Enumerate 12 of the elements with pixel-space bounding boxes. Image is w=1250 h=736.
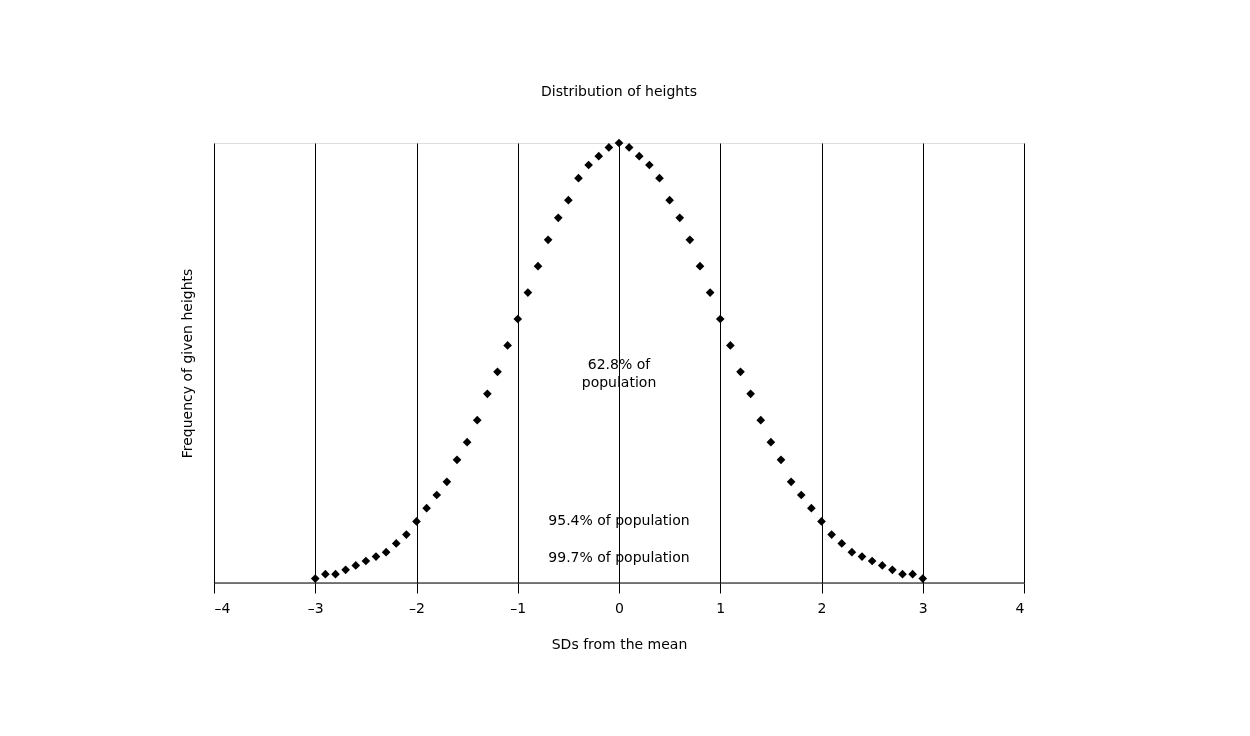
x-tick-label: –1 bbox=[510, 599, 527, 616]
y-axis-title: Frequency of given heights bbox=[178, 268, 195, 459]
x-tick-label: 4 bbox=[1015, 599, 1025, 616]
x-tick-label: 1 bbox=[716, 599, 726, 616]
x-tick-label: 2 bbox=[817, 599, 827, 616]
x-tick-label: –3 bbox=[307, 599, 324, 616]
x-tick-label: 0 bbox=[615, 599, 624, 616]
x-tick-label: –2 bbox=[409, 599, 425, 616]
x-axis-title: SDs from the mean bbox=[551, 635, 688, 652]
x-tick-label: –4 bbox=[214, 599, 231, 616]
x-tick-label: 3 bbox=[918, 599, 928, 616]
chart-title: Distribution of heights bbox=[541, 82, 697, 99]
